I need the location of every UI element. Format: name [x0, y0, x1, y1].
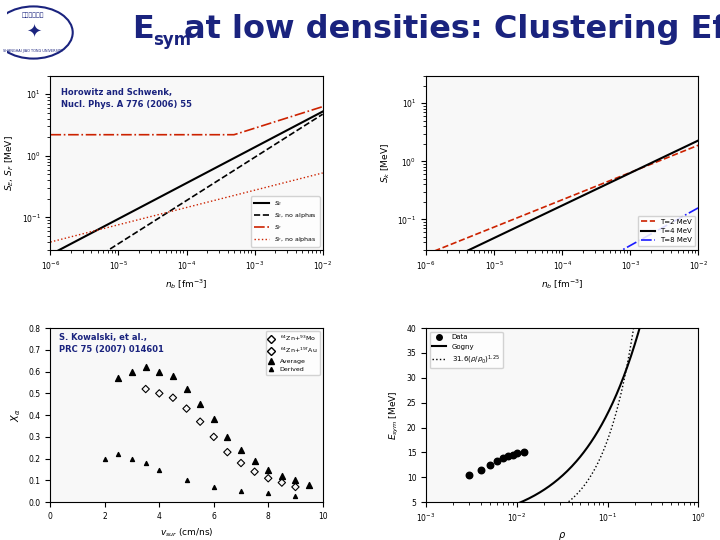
- Text: at low densities: Clustering Effects: at low densities: Clustering Effects: [184, 14, 720, 45]
- Point: [140, 384, 151, 393]
- $31.6(\rho/\rho_0)^{1.25}$: [583, 478, 592, 484]
- Derived: [181, 476, 192, 485]
- Point: [235, 458, 247, 467]
- $31.6(\rho/\rho_0)^{1.25}$: [588, 469, 597, 476]
- Point: [167, 394, 179, 402]
- Average: [289, 476, 301, 485]
- Derived: [235, 487, 247, 496]
- Line: $31.6(\rho/\rho_0)^{1.25}$: $31.6(\rho/\rho_0)^{1.25}$: [426, 0, 698, 527]
- Legend: $S_E$, $S_E$, no alphas, $S_F$, $S_F$, no alphas: $S_E$, $S_E$, no alphas, $S_F$, $S_F$, n…: [251, 197, 320, 247]
- Data: [503, 452, 514, 461]
- Derived: [153, 465, 165, 474]
- Gogny: [652, 261, 660, 267]
- $31.6(\rho/\rho_0)^{1.25}$: [423, 524, 431, 530]
- $31.6(\rho/\rho_0)^{1.25}$: [584, 477, 593, 483]
- Derived: [140, 458, 151, 467]
- Average: [276, 472, 287, 481]
- Y-axis label: $E_{sym}$ [MeV]: $E_{sym}$ [MeV]: [388, 390, 401, 440]
- Average: [263, 465, 274, 474]
- Gogny: [422, 519, 431, 525]
- Point: [194, 417, 206, 426]
- Point: [208, 433, 220, 441]
- Data: [491, 457, 503, 465]
- $31.6(\rho/\rho_0)^{1.25}$: [652, 124, 660, 131]
- Gogny: [423, 519, 431, 525]
- Average: [113, 374, 125, 382]
- Legend: $^{64}$Zn+$^{93}$Mo, $^{64}$Zn+$^{197}$Au, Average, Derived: $^{64}$Zn+$^{93}$Mo, $^{64}$Zn+$^{197}$A…: [266, 331, 320, 375]
- Data: [497, 454, 508, 463]
- Average: [167, 372, 179, 380]
- Point: [181, 404, 192, 413]
- Data: [464, 470, 475, 479]
- Gogny: [588, 436, 597, 443]
- X-axis label: $\rho$: $\rho$: [558, 530, 567, 540]
- Average: [194, 400, 206, 409]
- Text: Horowitz and Schwenk,
Nucl. Phys. A 776 (2006) 55: Horowitz and Schwenk, Nucl. Phys. A 776 …: [61, 88, 192, 109]
- Average: [140, 363, 151, 372]
- Y-axis label: $S_E$, $S_F$ [MeV]: $S_E$, $S_F$ [MeV]: [4, 135, 16, 191]
- Text: SHANGHAI JIAO TONG UNIVERSITY: SHANGHAI JIAO TONG UNIVERSITY: [4, 49, 63, 53]
- Derived: [113, 450, 125, 458]
- Text: 上海交通大学: 上海交通大学: [22, 12, 45, 18]
- Point: [249, 468, 261, 476]
- Average: [222, 433, 233, 441]
- Point: [153, 389, 165, 397]
- Point: [289, 483, 301, 491]
- Derived: [208, 483, 220, 491]
- Legend: Data, Gogny, $31.6(\rho/\rho_0)^{1.25}$: Data, Gogny, $31.6(\rho/\rho_0)^{1.25}$: [430, 332, 503, 368]
- Point: [276, 478, 287, 487]
- Average: [181, 384, 192, 393]
- Data: [507, 450, 518, 459]
- Line: Gogny: Gogny: [426, 0, 698, 522]
- Derived: [263, 489, 274, 498]
- Legend: T=2 MeV, T=4 MeV, T=8 MeV: T=2 MeV, T=4 MeV, T=8 MeV: [638, 216, 695, 246]
- Average: [249, 456, 261, 465]
- Data: [475, 465, 487, 474]
- Derived: [126, 454, 138, 463]
- Average: [303, 481, 315, 489]
- Average: [153, 367, 165, 376]
- Gogny: [584, 443, 593, 449]
- Y-axis label: $S_k$ [MeV]: $S_k$ [MeV]: [379, 143, 392, 183]
- Average: [235, 446, 247, 454]
- Text: S. Kowalski, et al.,
PRC 75 (2007) 014601: S. Kowalski, et al., PRC 75 (2007) 01460…: [58, 333, 163, 354]
- Text: sym: sym: [153, 31, 192, 49]
- Text: E: E: [132, 14, 153, 45]
- Average: [208, 415, 220, 424]
- Y-axis label: $X_\alpha$: $X_\alpha$: [9, 408, 23, 422]
- Gogny: [669, 167, 678, 174]
- Average: [126, 367, 138, 376]
- Gogny: [583, 444, 592, 451]
- X-axis label: $n_b$ [fm$^{-3}$]: $n_b$ [fm$^{-3}$]: [165, 278, 208, 291]
- Point: [263, 474, 274, 483]
- Point: [222, 448, 233, 456]
- Data: [484, 461, 495, 469]
- Derived: [289, 491, 301, 500]
- Derived: [99, 454, 111, 463]
- X-axis label: $n_b$ [fm$^{-3}$]: $n_b$ [fm$^{-3}$]: [541, 278, 584, 291]
- X-axis label: $v_{sur}$ (cm/ns): $v_{sur}$ (cm/ns): [160, 526, 213, 539]
- $31.6(\rho/\rho_0)^{1.25}$: [422, 524, 431, 530]
- Text: ✦: ✦: [26, 24, 41, 42]
- Data: [518, 448, 530, 457]
- Data: [511, 449, 523, 458]
